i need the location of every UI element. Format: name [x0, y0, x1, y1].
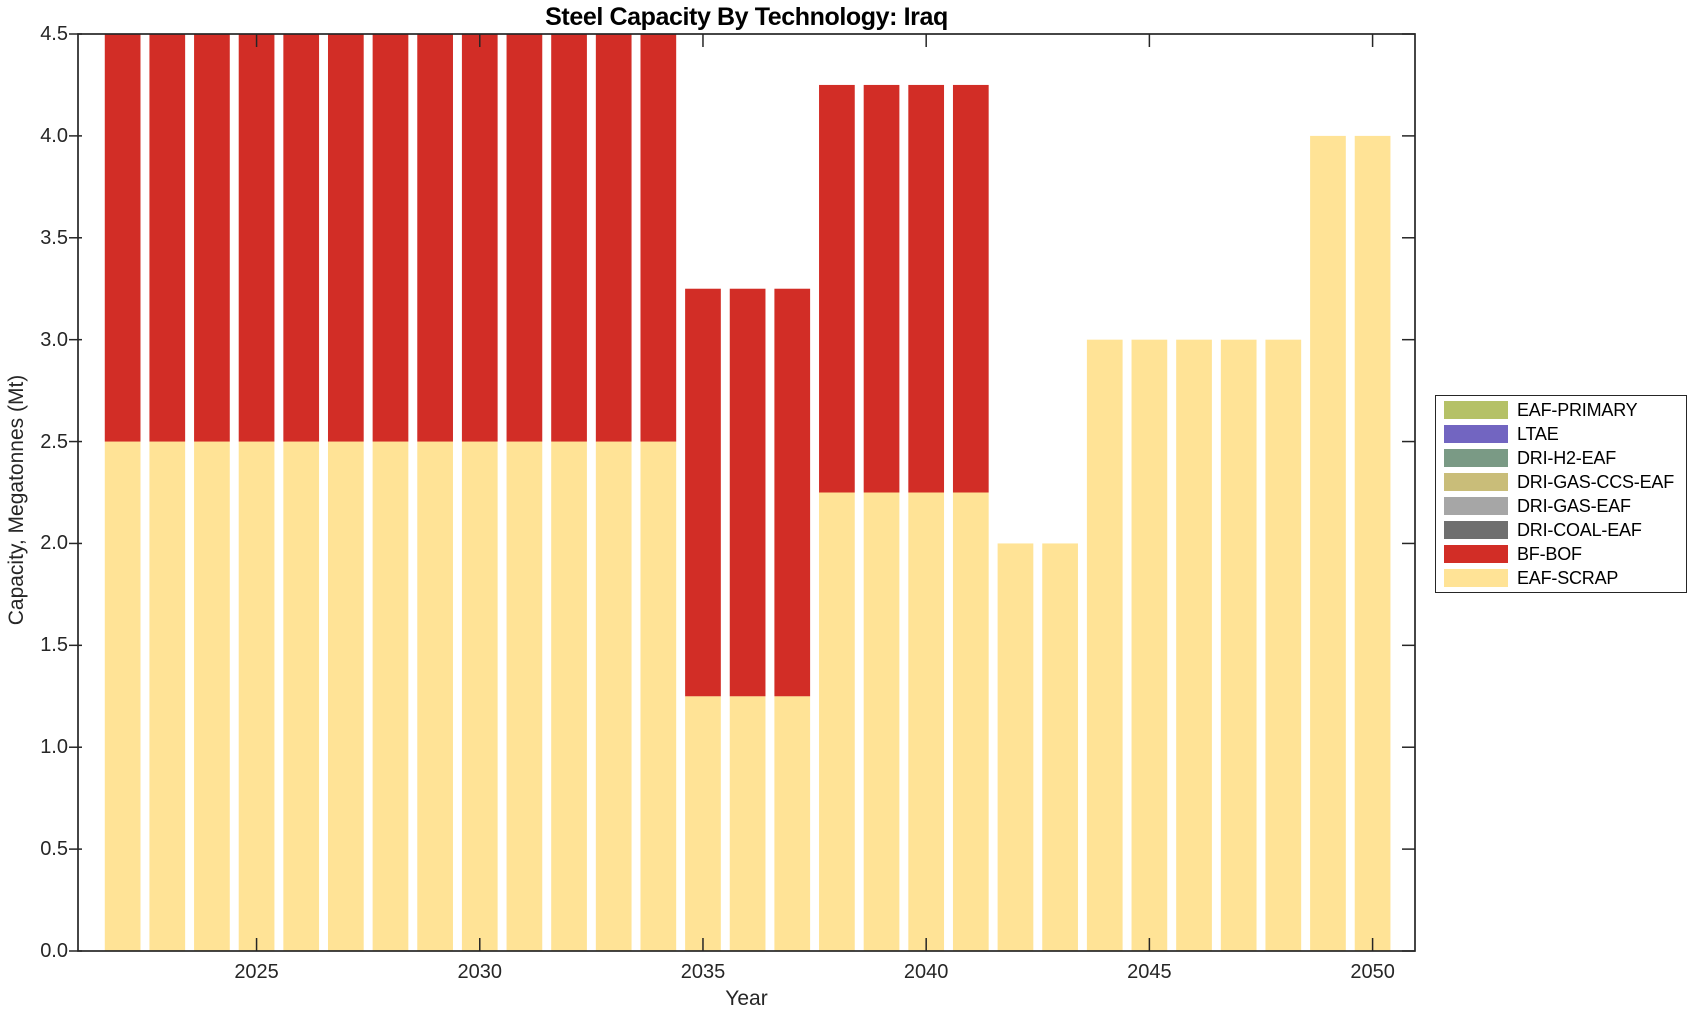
legend-item: EAF-PRIMARY: [1436, 398, 1686, 422]
legend-swatch-dri-gas-eaf: [1444, 497, 1508, 515]
bar-segment-bf-bof: [863, 84, 900, 493]
legend-label: EAF-PRIMARY: [1517, 399, 1638, 420]
y-tick-label: 2.0: [40, 532, 68, 555]
legend-swatch-eaf-primary: [1444, 401, 1508, 419]
x-tick-label: 2035: [680, 961, 726, 983]
legend-swatch-ltae: [1444, 425, 1508, 443]
bar-segment-eaf-scrap: [1131, 339, 1168, 951]
legend-item: DRI-H2-EAF: [1436, 446, 1686, 470]
bar-segment-eaf-scrap: [372, 441, 409, 951]
legend-item: DRI-GAS-EAF: [1436, 494, 1686, 518]
bar-segment-bf-bof: [372, 34, 409, 442]
x-tick-label: 2045: [1127, 961, 1172, 983]
legend-label: BF-BOF: [1517, 543, 1582, 564]
x-axis-label: Year: [725, 987, 768, 1010]
bar-segment-bf-bof: [819, 84, 855, 493]
bar-segment-eaf-scrap: [506, 441, 543, 951]
bar-segment-eaf-scrap: [238, 441, 275, 951]
bar-segment-eaf-scrap: [149, 441, 186, 951]
bar-segment-eaf-scrap: [819, 492, 855, 951]
bar-segment-bf-bof: [238, 34, 275, 442]
bar-segment-eaf-scrap: [863, 492, 900, 951]
bar-segment-eaf-scrap: [461, 441, 498, 951]
bar-segment-eaf-scrap: [327, 441, 364, 951]
bar-segment-bf-bof: [595, 34, 632, 442]
bar-segment-bf-bof: [908, 84, 945, 493]
bar-segment-bf-bof: [551, 34, 587, 442]
bar-segment-eaf-scrap: [1265, 339, 1302, 951]
bar-segment-bf-bof: [952, 84, 989, 493]
bar-segment-eaf-scrap: [1354, 135, 1391, 951]
bar-segment-eaf-scrap: [1176, 339, 1212, 951]
y-axis-label: Capacity, Megatonnes (Mt): [5, 374, 28, 626]
y-tick-label: 0.5: [40, 838, 68, 861]
legend-swatch-dri-gas-ccs-eaf: [1444, 473, 1508, 491]
x-tick-label: 2025: [234, 961, 279, 983]
bar-segment-eaf-scrap: [774, 696, 811, 951]
bar-segment-bf-bof: [283, 34, 320, 442]
x-tick-label: 2030: [457, 961, 503, 983]
legend-label: DRI-GAS-CCS-EAF: [1517, 471, 1675, 492]
bar-segment-bf-bof: [506, 34, 543, 442]
bar-segment-eaf-scrap: [104, 441, 141, 951]
bar-segment-eaf-scrap: [1042, 543, 1078, 951]
bar-segment-eaf-scrap: [729, 696, 766, 951]
axes-frame: [77, 33, 1416, 952]
legend-label: DRI-H2-EAF: [1517, 447, 1617, 468]
bar-segment-bf-bof: [327, 34, 364, 442]
bar-segment-eaf-scrap: [595, 441, 632, 951]
y-tick-label: 3.0: [40, 328, 68, 351]
legend-item: EAF-SCRAP: [1436, 566, 1686, 590]
y-tick-label: 4.5: [40, 23, 68, 45]
legend-label: DRI-COAL-EAF: [1517, 519, 1642, 540]
bar-segment-eaf-scrap: [997, 543, 1034, 951]
bar-segment-bf-bof: [729, 288, 766, 697]
legend-swatch-dri-h2-eaf: [1444, 449, 1508, 467]
legend-swatch-bf-bof: [1444, 545, 1508, 563]
bar-segment-eaf-scrap: [283, 441, 320, 951]
bar-segment-bf-bof: [640, 34, 677, 442]
x-tick-label: 2050: [1350, 961, 1395, 983]
y-tick-label: 2.5: [40, 430, 68, 453]
y-tick-label: 4.0: [40, 124, 68, 147]
y-tick-label: 0.0: [40, 940, 68, 962]
bar-segment-eaf-scrap: [1086, 339, 1123, 951]
legend-swatch-eaf-scrap: [1444, 569, 1508, 587]
bar-segment-eaf-scrap: [1310, 135, 1346, 951]
bar-segment-bf-bof: [194, 34, 230, 442]
y-tick-label: 1.0: [40, 736, 68, 759]
bar-segment-bf-bof: [461, 34, 498, 442]
bar-segment-eaf-scrap: [194, 441, 230, 951]
bar-segment-bf-bof: [417, 34, 453, 442]
bar-segment-bf-bof: [149, 34, 186, 442]
y-tick-label: 1.5: [40, 634, 68, 657]
legend: EAF-PRIMARY LTAE DRI-H2-EAF DRI-GAS-CCS-EAF…: [1435, 395, 1687, 593]
legend-label: EAF-SCRAP: [1517, 567, 1619, 588]
chart-title: Steel Capacity By Technology: Iraq: [545, 3, 948, 31]
legend-label: LTAE: [1517, 423, 1559, 444]
legend-item: DRI-COAL-EAF: [1436, 518, 1686, 542]
bar-segment-eaf-scrap: [908, 492, 945, 951]
legend-swatch-dri-coal-eaf: [1444, 521, 1508, 539]
bar-segment-eaf-scrap: [685, 696, 721, 951]
legend-item: DRI-GAS-CCS-EAF: [1436, 470, 1686, 494]
x-tick-label: 2040: [903, 961, 949, 983]
bar-segment-eaf-scrap: [551, 441, 587, 951]
y-tick-label: 3.5: [40, 226, 68, 249]
bar-segment-eaf-scrap: [640, 441, 677, 951]
legend-item: BF-BOF: [1436, 542, 1686, 566]
bar-segment-eaf-scrap: [1220, 339, 1257, 951]
bar-segment-bf-bof: [774, 288, 811, 697]
bar-segment-bf-bof: [104, 34, 141, 442]
bar-segment-bf-bof: [685, 288, 721, 697]
legend-label: DRI-GAS-EAF: [1517, 495, 1631, 516]
bar-segment-eaf-scrap: [417, 441, 453, 951]
legend-item: LTAE: [1436, 422, 1686, 446]
bar-segment-eaf-scrap: [952, 492, 989, 951]
